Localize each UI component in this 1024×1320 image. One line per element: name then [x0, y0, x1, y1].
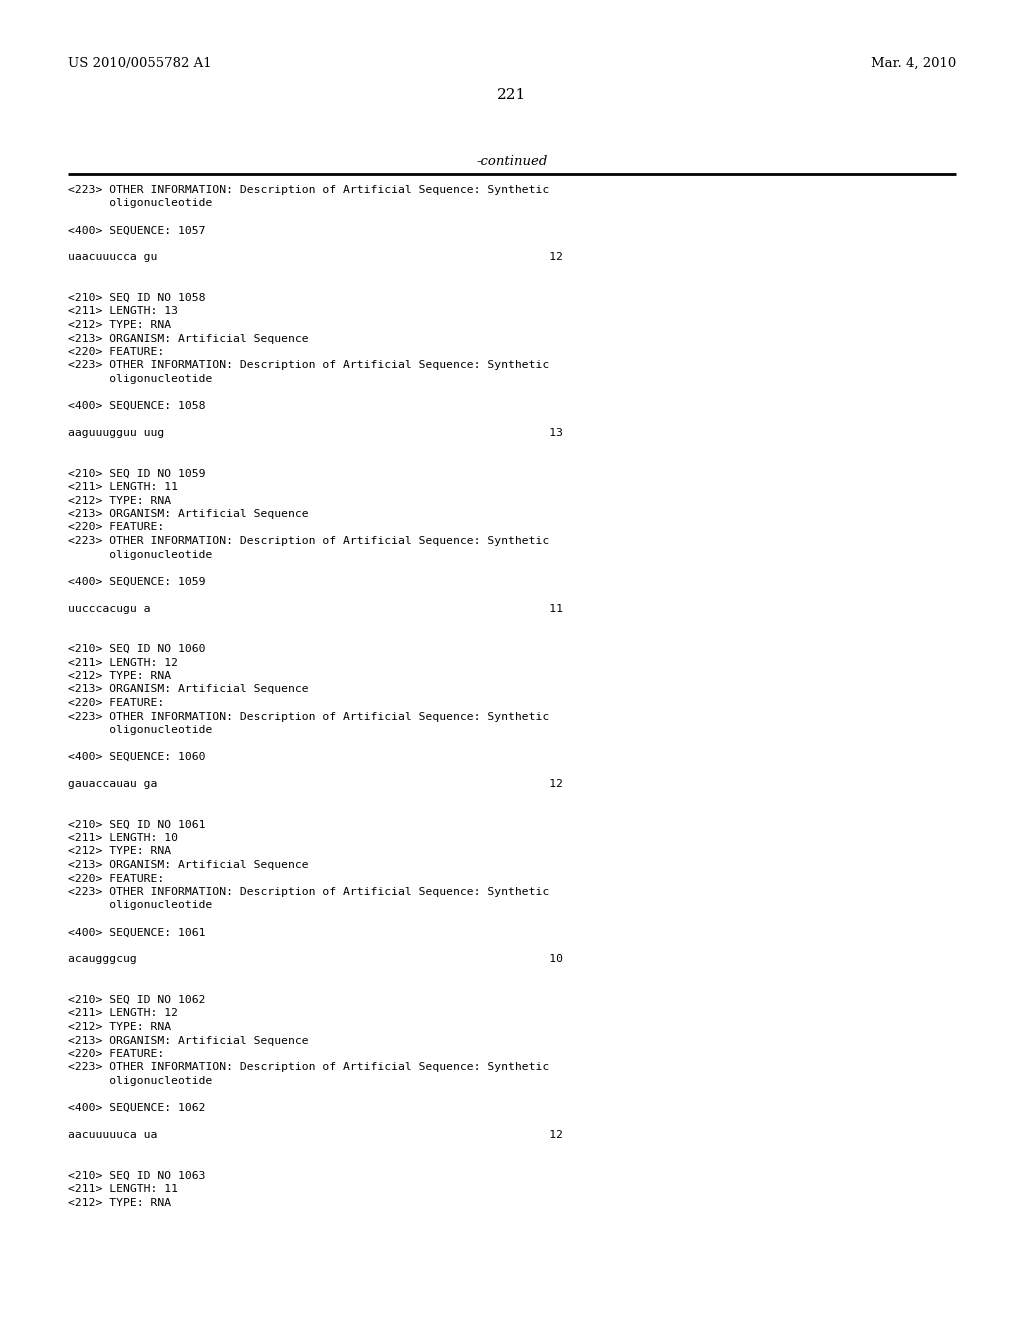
Text: <211> LENGTH: 13: <211> LENGTH: 13 — [68, 306, 178, 317]
Text: <213> ORGANISM: Artificial Sequence: <213> ORGANISM: Artificial Sequence — [68, 334, 308, 343]
Text: <220> FEATURE:: <220> FEATURE: — [68, 874, 164, 883]
Text: <211> LENGTH: 12: <211> LENGTH: 12 — [68, 657, 178, 668]
Text: <210> SEQ ID NO 1059: <210> SEQ ID NO 1059 — [68, 469, 206, 479]
Text: <223> OTHER INFORMATION: Description of Artificial Sequence: Synthetic: <223> OTHER INFORMATION: Description of … — [68, 536, 549, 546]
Text: <211> LENGTH: 12: <211> LENGTH: 12 — [68, 1008, 178, 1019]
Text: <223> OTHER INFORMATION: Description of Artificial Sequence: Synthetic: <223> OTHER INFORMATION: Description of … — [68, 360, 549, 371]
Text: oligonucleotide: oligonucleotide — [68, 1076, 212, 1086]
Text: <210> SEQ ID NO 1061: <210> SEQ ID NO 1061 — [68, 820, 206, 829]
Text: <212> TYPE: RNA: <212> TYPE: RNA — [68, 319, 171, 330]
Text: <210> SEQ ID NO 1058: <210> SEQ ID NO 1058 — [68, 293, 206, 304]
Text: uucccacugu a                                                          11: uucccacugu a 11 — [68, 603, 563, 614]
Text: <223> OTHER INFORMATION: Description of Artificial Sequence: Synthetic: <223> OTHER INFORMATION: Description of … — [68, 185, 549, 195]
Text: acaugggcug                                                            10: acaugggcug 10 — [68, 954, 563, 965]
Text: <400> SEQUENCE: 1060: <400> SEQUENCE: 1060 — [68, 752, 206, 762]
Text: oligonucleotide: oligonucleotide — [68, 725, 212, 735]
Text: Mar. 4, 2010: Mar. 4, 2010 — [870, 57, 956, 70]
Text: <212> TYPE: RNA: <212> TYPE: RNA — [68, 671, 171, 681]
Text: <212> TYPE: RNA: <212> TYPE: RNA — [68, 846, 171, 857]
Text: <213> ORGANISM: Artificial Sequence: <213> ORGANISM: Artificial Sequence — [68, 685, 308, 694]
Text: 221: 221 — [498, 88, 526, 102]
Text: <210> SEQ ID NO 1062: <210> SEQ ID NO 1062 — [68, 995, 206, 1005]
Text: gauaccauau ga                                                         12: gauaccauau ga 12 — [68, 779, 563, 789]
Text: uaacuuucca gu                                                         12: uaacuuucca gu 12 — [68, 252, 563, 263]
Text: oligonucleotide: oligonucleotide — [68, 374, 212, 384]
Text: oligonucleotide: oligonucleotide — [68, 900, 212, 911]
Text: <400> SEQUENCE: 1057: <400> SEQUENCE: 1057 — [68, 226, 206, 235]
Text: <212> TYPE: RNA: <212> TYPE: RNA — [68, 495, 171, 506]
Text: oligonucleotide: oligonucleotide — [68, 549, 212, 560]
Text: <213> ORGANISM: Artificial Sequence: <213> ORGANISM: Artificial Sequence — [68, 1035, 308, 1045]
Text: <223> OTHER INFORMATION: Description of Artificial Sequence: Synthetic: <223> OTHER INFORMATION: Description of … — [68, 1063, 549, 1072]
Text: <220> FEATURE:: <220> FEATURE: — [68, 347, 164, 356]
Text: -continued: -continued — [476, 154, 548, 168]
Text: <223> OTHER INFORMATION: Description of Artificial Sequence: Synthetic: <223> OTHER INFORMATION: Description of … — [68, 887, 549, 898]
Text: <220> FEATURE:: <220> FEATURE: — [68, 523, 164, 532]
Text: <213> ORGANISM: Artificial Sequence: <213> ORGANISM: Artificial Sequence — [68, 861, 308, 870]
Text: <400> SEQUENCE: 1062: <400> SEQUENCE: 1062 — [68, 1104, 206, 1113]
Text: aacuuuuuca ua                                                         12: aacuuuuuca ua 12 — [68, 1130, 563, 1140]
Text: <211> LENGTH: 10: <211> LENGTH: 10 — [68, 833, 178, 843]
Text: <212> TYPE: RNA: <212> TYPE: RNA — [68, 1197, 171, 1208]
Text: aaguuugguu uug                                                        13: aaguuugguu uug 13 — [68, 428, 563, 438]
Text: <213> ORGANISM: Artificial Sequence: <213> ORGANISM: Artificial Sequence — [68, 510, 308, 519]
Text: oligonucleotide: oligonucleotide — [68, 198, 212, 209]
Text: <211> LENGTH: 11: <211> LENGTH: 11 — [68, 482, 178, 492]
Text: <220> FEATURE:: <220> FEATURE: — [68, 1049, 164, 1059]
Text: US 2010/0055782 A1: US 2010/0055782 A1 — [68, 57, 212, 70]
Text: <210> SEQ ID NO 1063: <210> SEQ ID NO 1063 — [68, 1171, 206, 1180]
Text: <223> OTHER INFORMATION: Description of Artificial Sequence: Synthetic: <223> OTHER INFORMATION: Description of … — [68, 711, 549, 722]
Text: <400> SEQUENCE: 1059: <400> SEQUENCE: 1059 — [68, 577, 206, 586]
Text: <400> SEQUENCE: 1061: <400> SEQUENCE: 1061 — [68, 928, 206, 937]
Text: <212> TYPE: RNA: <212> TYPE: RNA — [68, 1022, 171, 1032]
Text: <220> FEATURE:: <220> FEATURE: — [68, 698, 164, 708]
Text: <400> SEQUENCE: 1058: <400> SEQUENCE: 1058 — [68, 401, 206, 411]
Text: <210> SEQ ID NO 1060: <210> SEQ ID NO 1060 — [68, 644, 206, 653]
Text: <211> LENGTH: 11: <211> LENGTH: 11 — [68, 1184, 178, 1195]
